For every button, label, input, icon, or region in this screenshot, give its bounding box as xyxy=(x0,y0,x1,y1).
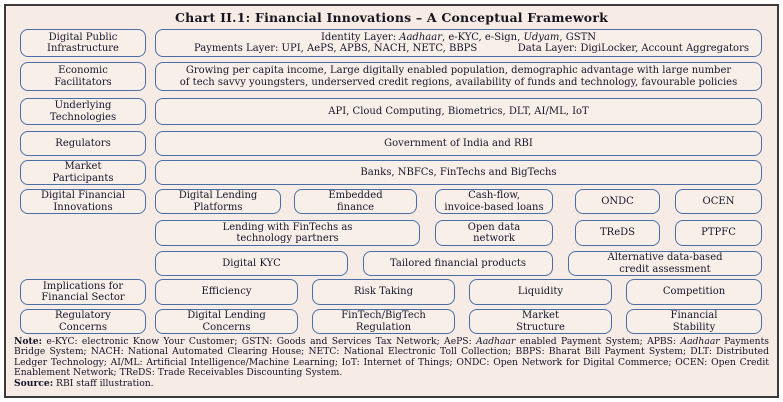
label-box-implications-financial-sector: Implications for Financial Sector xyxy=(20,279,146,305)
implication-box-risk-taking: Risk Taking xyxy=(312,279,455,305)
label-text: Implications for Financial Sector xyxy=(41,280,125,303)
innovation-box-open-data-network: Open data network xyxy=(435,220,553,246)
content-box-underlying-technologies: API, Cloud Computing, Biometrics, DLT, A… xyxy=(155,98,762,125)
chart-title: Chart II.1: Financial Innovations – A Co… xyxy=(175,10,608,25)
label-text: Digital Public Infrastructure xyxy=(47,31,119,54)
data-layer-text: Data Layer: DigiLocker, Account Aggregat… xyxy=(517,43,749,54)
concern-box-fintech-bigtech-regulation: FinTech/BigTech Regulation xyxy=(312,309,455,334)
udyam-italic: Udyam xyxy=(523,31,560,43)
label-box-market-participants: Market Participants xyxy=(20,160,146,185)
innovation-box-digital-kyc: Digital KYC xyxy=(155,251,348,276)
label-box-regulators: Regulators xyxy=(20,131,146,156)
aadhaar-italic: Aadhaar xyxy=(399,31,442,43)
label-text: Regulatory Concerns xyxy=(55,310,111,333)
label-text: Economic Facilitators xyxy=(54,65,112,88)
concern-box-digital-lending-concerns: Digital Lending Concerns xyxy=(155,309,298,334)
participants-text: Banks, NBFCs, FinTechs and BigTechs xyxy=(360,166,557,178)
innovation-box-ondc: ONDC xyxy=(575,189,660,214)
label-box-digital-public-infrastructure: Digital Public Infrastructure xyxy=(20,29,146,57)
content-box-market-participants: Banks, NBFCs, FinTechs and BigTechs xyxy=(155,160,762,185)
identity-layer-line: Identity Layer: Aadhaar, e-KYC, e-Sign, … xyxy=(320,31,597,43)
concern-box-financial-stability: Financial Stability xyxy=(626,309,762,334)
note-label: Note: xyxy=(14,336,43,347)
payments-data-layer-line: Payments Layer: UPI, AePS, APBS, NACH, N… xyxy=(160,43,757,54)
implication-box-competition: Competition xyxy=(626,279,762,305)
label-text: Regulators xyxy=(55,137,111,149)
concern-box-market-structure: Market Structure xyxy=(469,309,612,334)
economic-text: Growing per capita income, Large digital… xyxy=(179,65,738,88)
label-box-digital-financial-innovations: Digital Financial Innovations xyxy=(20,189,146,214)
label-text: Market Participants xyxy=(52,161,114,184)
innovation-box-cashflow-invoice-loans: Cash-flow, invoice-based loans xyxy=(435,189,553,214)
label-text: Underlying Technologies xyxy=(49,100,117,123)
content-box-dpi-layers: Identity Layer: Aadhaar, e-KYC, e-Sign, … xyxy=(155,29,762,57)
content-box-economic-facilitators: Growing per capita income, Large digital… xyxy=(155,62,762,91)
innovation-box-treds: TReDS xyxy=(575,220,660,246)
implication-box-efficiency: Efficiency xyxy=(155,279,298,305)
source-line: Source: RBI staff illustration. xyxy=(14,377,154,389)
innovation-box-alternative-data-credit: Alternative data-based credit assessment xyxy=(568,251,762,276)
regulators-text: Government of India and RBI xyxy=(384,137,533,149)
innovation-box-digital-lending-platforms: Digital Lending Platforms xyxy=(155,189,281,214)
label-box-economic-facilitators: Economic Facilitators xyxy=(20,62,146,91)
innovation-box-ocen: OCEN xyxy=(675,189,762,214)
label-text: Digital Financial Innovations xyxy=(40,190,126,213)
implication-box-liquidity: Liquidity xyxy=(469,279,612,305)
content-box-regulators: Government of India and RBI xyxy=(155,131,762,156)
innovation-box-ptpfc: PTPFC xyxy=(675,220,762,246)
source-label: Source: xyxy=(14,377,54,389)
innovation-box-embedded-finance: Embedded finance xyxy=(294,189,417,214)
aadhaar-italic: Aadhaar xyxy=(680,336,720,347)
payments-layer-text: Payments Layer: UPI, AePS, APBS, NACH, N… xyxy=(194,43,478,54)
innovation-box-lending-fintechs-partners: Lending with FinTechs as technology part… xyxy=(155,220,420,246)
aadhaar-italic: Aadhaar xyxy=(476,336,516,347)
technologies-text: API, Cloud Computing, Biometrics, DLT, A… xyxy=(328,105,589,117)
chart-frame: Chart II.1: Financial Innovations – A Co… xyxy=(4,4,779,398)
innovation-box-tailored-products: Tailored financial products xyxy=(363,251,553,276)
footnote: Note: e-KYC: electronic Know Your Custom… xyxy=(14,336,769,389)
label-box-regulatory-concerns: Regulatory Concerns xyxy=(20,309,146,334)
label-box-underlying-technologies: Underlying Technologies xyxy=(20,98,146,125)
